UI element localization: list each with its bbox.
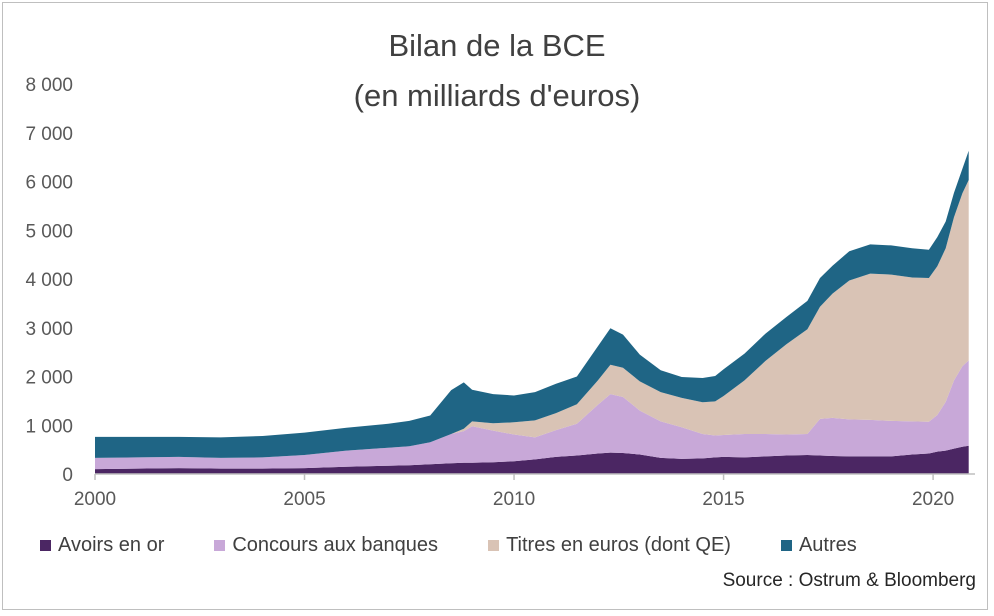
- series-area-autres: [95, 150, 969, 458]
- legend-item: Autres: [780, 533, 857, 557]
- series-area-concours-aux-banques: [95, 360, 969, 470]
- y-tick-label: 0: [62, 465, 73, 486]
- legend-label: Concours aux banques: [232, 533, 439, 556]
- legend-label: Autres: [798, 533, 857, 556]
- legend-item: Avoirs en or: [40, 534, 164, 557]
- chart-legend: Avoirs en or Concours aux banques Titres e…: [40, 531, 857, 559]
- y-tick-label: 8 000: [25, 75, 73, 96]
- series-area-titres-en-euros-dont-qe: [95, 180, 969, 458]
- source-note: Source : Ostrum & Bloomberg: [722, 570, 976, 591]
- x-tick-label: 2015: [702, 489, 744, 510]
- x-tick-label: 2010: [493, 489, 535, 510]
- legend-item: Titres en euros (dont QE): [488, 534, 731, 557]
- legend-swatch: [780, 539, 792, 551]
- y-tick-label: 5 000: [25, 221, 73, 242]
- chart-subtitle: (en milliards d'euros): [353, 78, 641, 113]
- legend-swatch: [488, 539, 500, 551]
- legend-swatch: [40, 539, 51, 551]
- x-tick-label: 2020: [912, 489, 954, 510]
- y-tick-label: 4 000: [25, 270, 73, 291]
- y-tick-label: 1 000: [25, 416, 73, 437]
- x-tick-label: 2005: [283, 489, 325, 510]
- legend-label: Titres en euros (dont QE): [506, 533, 731, 556]
- y-tick-label: 2 000: [25, 368, 73, 389]
- x-tick-label: 2000: [74, 489, 116, 510]
- y-tick-label: 3 000: [25, 319, 73, 340]
- y-tick-label: 6 000: [25, 173, 73, 194]
- legend-label: Avoirs en or: [58, 533, 165, 556]
- y-tick-label: 7 000: [25, 124, 73, 145]
- legend-swatch: [214, 539, 226, 551]
- series-area-avoirs-en-or: [95, 445, 969, 474]
- legend-item: Concours aux banques: [214, 534, 438, 557]
- chart-title: Bilan de la BCE: [388, 28, 606, 63]
